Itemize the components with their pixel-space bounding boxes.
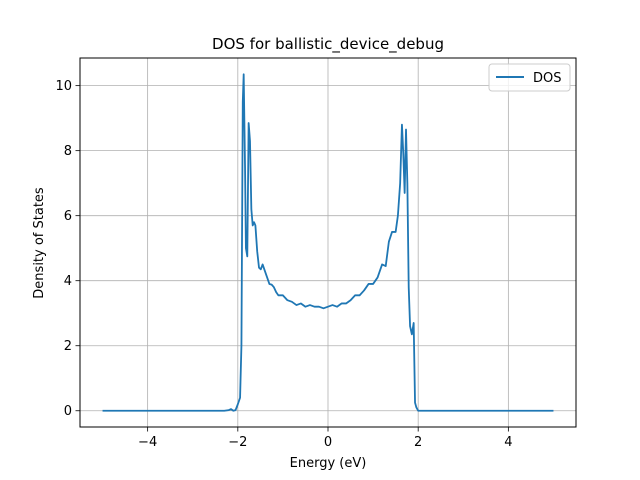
y-tick-label: 4 [64, 274, 72, 289]
y-tick-label: 0 [64, 404, 72, 419]
x-axis-ticks: −4 −2 0 2 4 [138, 427, 513, 450]
y-tick-label: 10 [55, 79, 72, 94]
x-tick-label: 2 [414, 435, 422, 450]
chart-title: DOS for ballistic_device_debug [212, 35, 444, 54]
x-tick-label: −4 [138, 435, 157, 450]
y-tick-label: 6 [64, 209, 72, 224]
x-tick-label: 0 [324, 435, 332, 450]
y-axis-ticks: 0 2 4 6 8 10 [55, 79, 80, 419]
series-line-dos [102, 73, 554, 412]
y-axis-label: Density of States [32, 187, 47, 299]
x-axis-label: Energy (eV) [290, 456, 367, 471]
x-tick-label: 4 [504, 435, 512, 450]
legend-box [488, 63, 571, 92]
legend-label-dos: DOS [533, 71, 562, 86]
x-tick-label: −2 [228, 435, 247, 450]
y-tick-label: 2 [64, 339, 72, 354]
legend: DOS [488, 63, 571, 92]
y-tick-label: 8 [64, 144, 72, 159]
series-layer [102, 73, 554, 412]
